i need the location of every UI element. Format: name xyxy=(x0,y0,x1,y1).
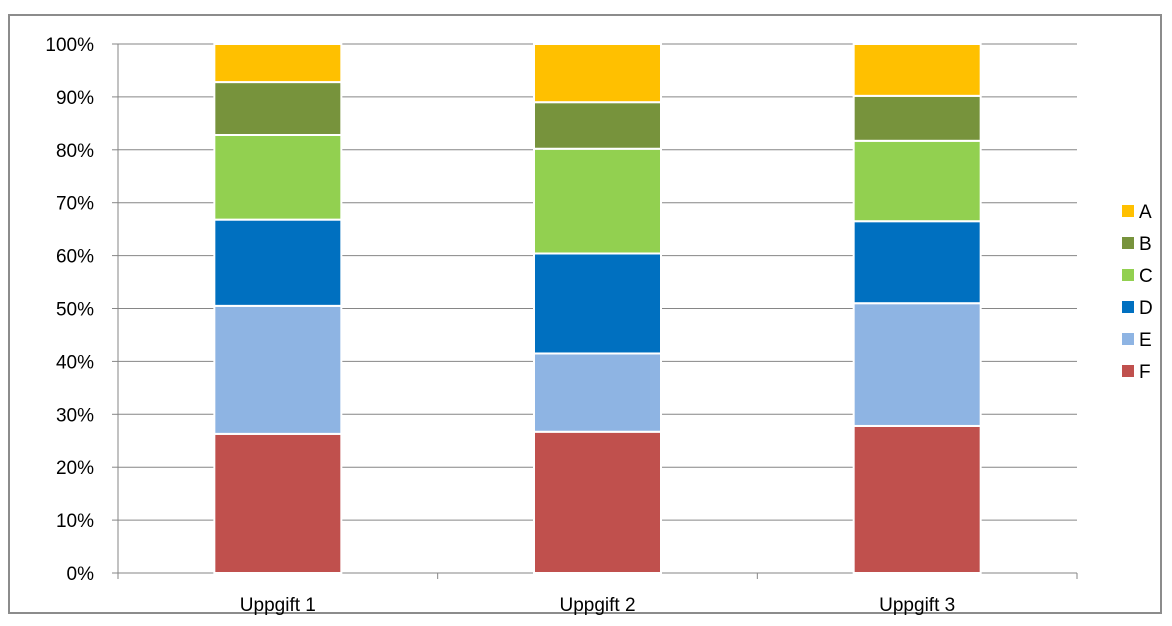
y-tick-label: 100% xyxy=(45,35,94,56)
bar-segment-b xyxy=(533,101,662,150)
bar-segment-c xyxy=(533,147,662,255)
y-tick-label: 90% xyxy=(56,88,94,109)
bar-segment-d xyxy=(533,252,662,355)
bar-segment-f xyxy=(213,432,343,574)
bar-segment-d xyxy=(213,218,343,307)
legend-label-d: D xyxy=(1139,298,1153,319)
y-tick-label: 0% xyxy=(67,564,95,585)
y-tick-label: 50% xyxy=(56,300,94,321)
legend-label-b: B xyxy=(1139,234,1152,255)
bar-segment-e xyxy=(533,352,662,433)
legend-swatch-e xyxy=(1122,333,1134,345)
legend-label-e: E xyxy=(1139,330,1152,351)
y-tick-label: 70% xyxy=(56,194,94,215)
legend-swatch-d xyxy=(1122,301,1134,313)
x-tick-label: Uppgift 2 xyxy=(559,595,635,616)
bar-segment-a xyxy=(213,43,343,84)
bar-segment-a xyxy=(852,43,982,97)
bar-segment-a xyxy=(533,43,662,104)
legend-swatch-a xyxy=(1122,205,1134,217)
bar-segment-f xyxy=(533,430,662,574)
y-tick-label: 20% xyxy=(56,458,94,479)
bar-segment-d xyxy=(852,220,982,305)
x-tick-label: Uppgift 3 xyxy=(879,595,955,616)
y-tick-label: 80% xyxy=(56,141,94,162)
y-tick-label: 30% xyxy=(56,405,94,426)
bar-segment-e xyxy=(213,304,343,435)
legend-swatch-c xyxy=(1122,269,1134,281)
y-tick-label: 60% xyxy=(56,247,94,268)
legend-label-c: C xyxy=(1139,266,1153,287)
legend-label-a: A xyxy=(1139,202,1152,223)
legend-swatch-f xyxy=(1122,365,1134,377)
bar-segment-f xyxy=(852,424,982,574)
x-tick-label: Uppgift 1 xyxy=(240,595,316,616)
legend-label-f: F xyxy=(1139,362,1151,383)
bar-segment-b xyxy=(213,81,343,136)
bar-segment-c xyxy=(213,133,343,221)
bar-segment-e xyxy=(852,302,982,427)
bar-segment-c xyxy=(852,139,982,223)
bar-segment-b xyxy=(852,94,982,142)
y-tick-label: 40% xyxy=(56,352,94,373)
legend-swatch-b xyxy=(1122,237,1134,249)
y-tick-label: 10% xyxy=(56,511,94,532)
